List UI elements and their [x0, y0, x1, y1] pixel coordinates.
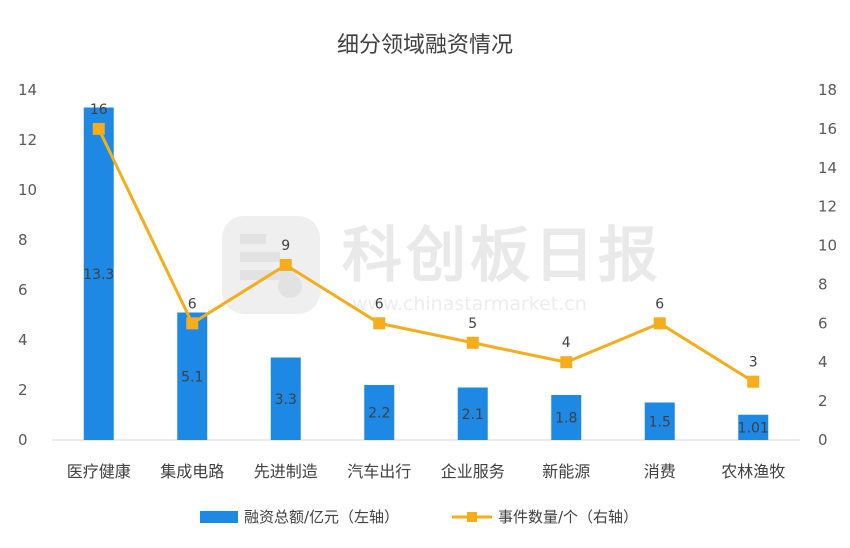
- bar-data-label: 1.5: [649, 414, 671, 430]
- x-axis-categories: 医疗健康 集成电路 先进制造 汽车出行 企业服务 新能源 消费 农林渔牧: [67, 462, 786, 481]
- line-point: [466, 336, 479, 349]
- bar-data-label: 1.01: [738, 420, 769, 436]
- x-tick-label: 先进制造: [254, 462, 318, 481]
- line-data-label: 9: [281, 238, 290, 254]
- left-tick-label: 12: [18, 131, 37, 149]
- left-tick-label: 2: [18, 381, 28, 399]
- bar: [270, 357, 301, 440]
- x-tick-label: 消费: [644, 462, 676, 481]
- right-tick-label: 10: [818, 237, 837, 255]
- x-tick-label: 集成电路: [160, 462, 224, 481]
- bar: [83, 107, 114, 440]
- line-data-label: 6: [188, 296, 197, 312]
- line-path: [97, 128, 755, 383]
- line-point: [747, 375, 760, 388]
- right-axis: 0 2 4 6 8 10 12 14 16 18: [818, 81, 837, 449]
- right-tick-label: 4: [818, 353, 828, 371]
- line-point: [92, 122, 105, 135]
- line-point: [186, 317, 199, 330]
- line-data-label: 6: [655, 296, 664, 312]
- right-tick-label: 6: [818, 314, 828, 332]
- legend-bar-label: 融资总额/亿元（左轴）: [244, 508, 399, 526]
- right-tick-label: 0: [818, 431, 828, 449]
- right-tick-label: 16: [818, 120, 837, 138]
- bar-data-labels: 13.3 5.1 3.3 2.2 2.1 1.8 1.5 1.01: [83, 267, 769, 437]
- watermark-logo: [222, 216, 320, 314]
- bar-data-label: 2.2: [368, 406, 390, 422]
- bar-data-label: 1.8: [555, 411, 577, 427]
- legend-bar-swatch: [200, 511, 238, 523]
- line-series: 16 6 9 6 5 4 6 3: [90, 102, 760, 388]
- x-tick-label: 企业服务: [441, 462, 505, 481]
- legend-line-marker: [467, 512, 477, 522]
- watermark-text: 科创板日报: [342, 221, 662, 291]
- line-point: [560, 356, 573, 369]
- x-tick-label: 医疗健康: [67, 462, 131, 481]
- legend-line-label: 事件数量/个（右轴）: [498, 508, 638, 526]
- left-tick-label: 8: [18, 231, 28, 249]
- bar-data-label: 13.3: [83, 267, 114, 283]
- right-tick-label: 12: [818, 198, 837, 216]
- bar: [551, 395, 582, 440]
- line-data-label: 4: [562, 335, 571, 351]
- bar-data-label: 3.3: [275, 392, 297, 408]
- right-tick-label: 2: [818, 392, 828, 410]
- bar: [177, 312, 208, 440]
- left-tick-label: 10: [18, 181, 37, 199]
- left-tick-label: 6: [18, 281, 28, 299]
- left-tick-label: 4: [18, 331, 28, 349]
- bar: [364, 385, 395, 440]
- left-tick-label: 14: [18, 81, 37, 99]
- left-tick-label: 0: [18, 431, 28, 449]
- bar-data-label: 2.1: [462, 407, 484, 423]
- line-data-label: 3: [749, 355, 758, 371]
- line-point: [653, 317, 666, 330]
- left-axis: 0 2 4 6 8 10 12 14: [18, 81, 37, 449]
- line-point: [373, 317, 386, 330]
- watermark-url: www.chinastarmarket.cn: [352, 293, 587, 315]
- bar-data-label: 5.1: [181, 369, 203, 385]
- line-data-label: 16: [90, 102, 108, 118]
- bar: [738, 414, 769, 440]
- right-tick-label: 14: [818, 159, 837, 177]
- right-tick-label: 18: [818, 81, 837, 99]
- bar-series: [83, 107, 769, 440]
- chart-title: 细分领域融资情况: [337, 33, 513, 58]
- x-tick-label: 农林渔牧: [721, 462, 785, 481]
- right-tick-label: 8: [818, 275, 828, 293]
- bar: [644, 402, 675, 440]
- line-data-label: 5: [468, 316, 477, 332]
- line-data-label: 6: [375, 296, 384, 312]
- x-tick-label: 汽车出行: [347, 462, 411, 481]
- bar: [457, 387, 488, 440]
- line-point: [279, 259, 292, 271]
- legend: 融资总额/亿元（左轴） 事件数量/个（右轴）: [200, 508, 638, 526]
- x-tick-label: 新能源: [542, 462, 590, 481]
